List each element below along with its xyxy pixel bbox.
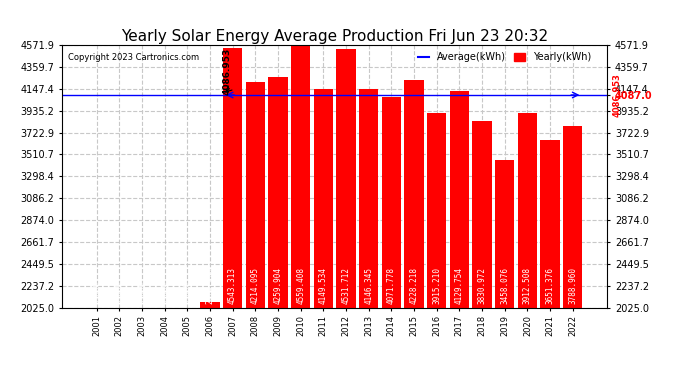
Text: 0.000: 0.000 <box>160 281 169 304</box>
Text: 2074.676: 2074.676 <box>206 267 215 305</box>
Bar <box>540 140 560 375</box>
Text: 4086.953: 4086.953 <box>222 48 231 95</box>
Text: 3830.972: 3830.972 <box>477 267 486 305</box>
Text: 3651.376: 3651.376 <box>546 267 555 305</box>
Text: 0.000: 0.000 <box>115 281 124 304</box>
Bar <box>495 160 514 375</box>
Bar <box>336 49 355 375</box>
Title: Yearly Solar Energy Average Production Fri Jun 23 20:32: Yearly Solar Energy Average Production F… <box>121 29 549 44</box>
Bar <box>200 302 219 375</box>
Text: 0.000: 0.000 <box>92 281 101 304</box>
Bar <box>427 112 446 375</box>
Text: 4129.754: 4129.754 <box>455 267 464 305</box>
Text: 3458.076: 3458.076 <box>500 267 509 305</box>
Text: 4214.095: 4214.095 <box>250 267 259 305</box>
Text: 3912.508: 3912.508 <box>523 267 532 305</box>
Bar <box>563 126 582 375</box>
Text: 4543.313: 4543.313 <box>228 267 237 305</box>
Bar <box>382 96 401 375</box>
Text: Copyright 2023 Cartronics.com: Copyright 2023 Cartronics.com <box>68 53 199 62</box>
Bar <box>291 46 310 375</box>
Text: 3915.210: 3915.210 <box>432 267 441 305</box>
Text: 4228.218: 4228.218 <box>410 267 419 305</box>
Text: 4146.345: 4146.345 <box>364 267 373 305</box>
Legend: Average(kWh), Yearly(kWh): Average(kWh), Yearly(kWh) <box>417 53 591 63</box>
Bar <box>473 122 492 375</box>
Text: 3788.960: 3788.960 <box>569 267 578 305</box>
Text: 4259.904: 4259.904 <box>273 267 282 305</box>
Bar <box>450 91 469 375</box>
Bar <box>268 77 288 375</box>
Text: 4149.534: 4149.534 <box>319 267 328 305</box>
Bar <box>223 48 242 375</box>
Text: 4071.778: 4071.778 <box>387 267 396 305</box>
Bar <box>246 82 265 375</box>
Bar <box>518 113 537 375</box>
Text: 0.000: 0.000 <box>137 281 146 304</box>
Bar <box>359 89 378 375</box>
Text: 4559.408: 4559.408 <box>296 267 305 305</box>
Text: 4086.953: 4086.953 <box>613 73 622 117</box>
Text: 0.000: 0.000 <box>183 281 192 304</box>
Bar <box>314 88 333 375</box>
Bar <box>404 80 424 375</box>
Text: 4531.712: 4531.712 <box>342 267 351 305</box>
